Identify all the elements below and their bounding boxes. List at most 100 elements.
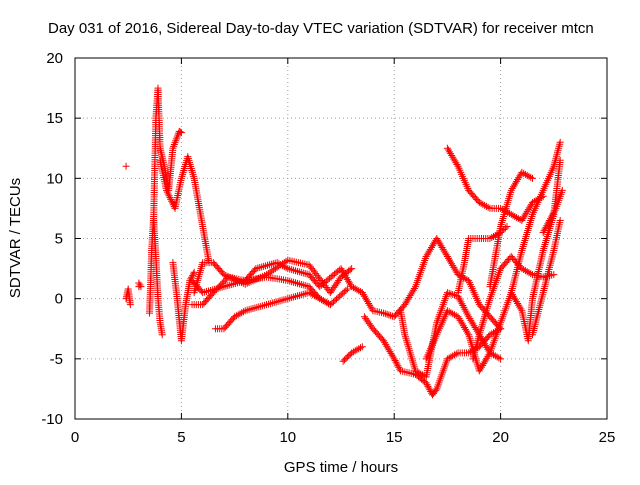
- data-point: [509, 183, 517, 191]
- data-point: [457, 318, 465, 326]
- data-point: [383, 342, 391, 350]
- data-point: [238, 309, 246, 317]
- data-point: [542, 223, 550, 231]
- data-point: [221, 276, 229, 284]
- data-point: [305, 289, 313, 297]
- data-point: [168, 199, 176, 207]
- data-point: [488, 330, 496, 338]
- data-point: [464, 329, 472, 337]
- data-point: [442, 251, 450, 259]
- x-tick-label: 5: [177, 429, 185, 446]
- data-point: [405, 293, 413, 301]
- data-point: [358, 343, 366, 351]
- data-point: [432, 386, 440, 394]
- data-point: [358, 289, 366, 297]
- y-tick-label: 10: [46, 170, 63, 187]
- data-point: [518, 216, 526, 224]
- data-point: [176, 128, 184, 136]
- data-point: [429, 242, 437, 250]
- data-point: [319, 297, 327, 305]
- data-point: [460, 324, 468, 332]
- data-point: [556, 156, 564, 164]
- data-point: [520, 266, 528, 274]
- data-point: [488, 233, 496, 241]
- x-tick-label: 15: [386, 429, 403, 446]
- data-point: [529, 198, 537, 206]
- data-point: [343, 285, 351, 293]
- data-point: [513, 213, 521, 221]
- data-point: [158, 331, 166, 339]
- data-point: [427, 244, 435, 252]
- data-point: [452, 350, 460, 358]
- data-point: [449, 262, 457, 270]
- data-point: [523, 171, 531, 179]
- data-point: [537, 193, 545, 201]
- data-point: [511, 212, 519, 220]
- data-point: [337, 265, 345, 273]
- data-point: [529, 174, 537, 182]
- data-point: [395, 363, 403, 371]
- data-point: [266, 268, 274, 276]
- data-point: [452, 159, 460, 167]
- data-point: [436, 240, 444, 248]
- data-point: [437, 242, 445, 250]
- data-point: [317, 296, 325, 304]
- data-point: [500, 225, 508, 233]
- data-point: [477, 363, 485, 371]
- data-point: [523, 268, 531, 276]
- data-point: [382, 340, 390, 348]
- data-point: [518, 168, 526, 176]
- data-point: [331, 296, 339, 304]
- data-point: [530, 197, 538, 205]
- data-point: [440, 247, 448, 255]
- data-point: [507, 186, 515, 194]
- data-point: [447, 258, 455, 266]
- data-point: [459, 322, 467, 330]
- data-point: [516, 172, 524, 180]
- data-point: [423, 251, 431, 259]
- data-point: [514, 299, 522, 307]
- data-point: [282, 264, 290, 272]
- data-point: [189, 270, 197, 278]
- data-point: [321, 298, 329, 306]
- data-point: [486, 331, 494, 339]
- data-point: [491, 352, 499, 360]
- data-point: [328, 299, 336, 307]
- data-point: [541, 225, 549, 233]
- data-point: [209, 289, 217, 297]
- data-point: [450, 311, 458, 319]
- data-point: [521, 170, 529, 178]
- data-point: [361, 294, 369, 302]
- data-point: [326, 301, 334, 309]
- data-point: [510, 294, 518, 302]
- data-point: [422, 253, 430, 261]
- data-point: [551, 206, 559, 214]
- data-point: [520, 213, 528, 221]
- data-point: [355, 345, 363, 353]
- data-point: [394, 362, 402, 370]
- y-tick-label: 5: [55, 231, 63, 248]
- data-point: [516, 215, 524, 223]
- data-point: [445, 308, 453, 316]
- data-point: [446, 148, 454, 156]
- data-point: [280, 263, 288, 271]
- data-point: [443, 307, 451, 315]
- data-point: [449, 352, 457, 360]
- axis-ticks: 0 5 10 15 20 25 -10 -5 0 5 10 15 20: [41, 50, 615, 446]
- x-tick-label: 20: [492, 429, 509, 446]
- data-point: [525, 172, 533, 180]
- data-point: [167, 195, 175, 203]
- data-point: [451, 157, 459, 165]
- data-point: [223, 275, 231, 283]
- data-point: [410, 284, 418, 292]
- data-point: [422, 379, 430, 387]
- data-point: [524, 206, 532, 214]
- data-point: [438, 244, 446, 252]
- data-point: [346, 266, 354, 274]
- data-point: [484, 352, 492, 360]
- data-point: [168, 197, 176, 205]
- data-point: [351, 285, 359, 293]
- data-point: [381, 339, 389, 347]
- data-point: [450, 263, 458, 271]
- data-point: [423, 381, 431, 389]
